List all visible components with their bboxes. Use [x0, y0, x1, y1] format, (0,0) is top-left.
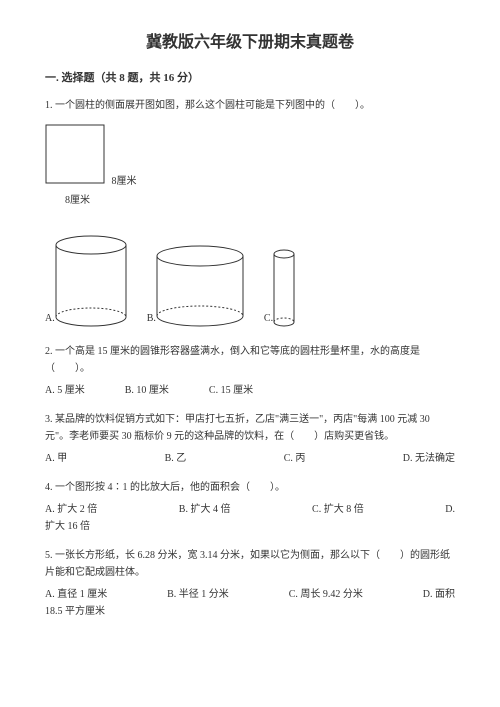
q1-opt-a-label: A.	[45, 311, 55, 327]
q2-options: A. 5 厘米 B. 10 厘米 C. 15 厘米	[45, 383, 455, 399]
question-4: 4. 一个图形按 4∶1 的比放大后，他的面积会（ ）。 A. 扩大 2 倍 B…	[45, 479, 455, 535]
q5-opt-c: C. 周长 9.42 分米	[289, 587, 363, 603]
question-2: 2. 一个高是 15 厘米的圆锥形容器盛满水，倒入和它等底的圆柱形量杯里，水的高…	[45, 343, 455, 399]
page-root: 冀教版六年级下册期末真题卷 一. 选择题（共 8 题，共 16 分） 1. 一个…	[0, 0, 500, 652]
cylinder-c-icon	[273, 249, 295, 327]
q3-text: 3. 某品牌的饮料促销方式如下：甲店打七五折，乙店"满三送一"，丙店"每满 10…	[45, 411, 455, 445]
q1-options-row: A. B. C.	[45, 235, 455, 327]
question-3: 3. 某品牌的饮料促销方式如下：甲店打七五折，乙店"满三送一"，丙店"每满 10…	[45, 411, 455, 467]
q1-text: 1. 一个圆柱的侧面展开图如图，那么这个圆柱可能是下列图中的（ ）。	[45, 97, 455, 114]
q4-opt-c: C. 扩大 8 倍	[312, 502, 364, 518]
q1-opt-c-label: C.	[264, 311, 273, 327]
q3-opt-c: C. 丙	[284, 451, 306, 467]
q5-opt-d-tail: 18.5 平方厘米	[45, 604, 455, 620]
q1-option-a: A.	[45, 235, 127, 327]
square-label-right: 8厘米	[112, 174, 137, 190]
square-icon	[45, 124, 105, 184]
q1-square-figure: 8厘米 8厘米	[45, 124, 455, 209]
q5-options: A. 直径 1 厘米 B. 半径 1 分米 C. 周长 9.42 分米 D. 面…	[45, 587, 455, 603]
q3-opt-d: D. 无法确定	[403, 451, 455, 467]
q4-options: A. 扩大 2 倍 B. 扩大 4 倍 C. 扩大 8 倍 D.	[45, 502, 455, 518]
q4-opt-d-tail: 扩大 16 倍	[45, 519, 455, 535]
q3-options: A. 甲 B. 乙 C. 丙 D. 无法确定	[45, 451, 455, 467]
q2-opt-a: A. 5 厘米	[45, 383, 85, 399]
q4-opt-b: B. 扩大 4 倍	[179, 502, 231, 518]
q4-opt-d: D.	[445, 502, 455, 518]
q2-opt-b: B. 10 厘米	[125, 383, 169, 399]
q3-opt-b: B. 乙	[165, 451, 187, 467]
cylinder-a-icon	[55, 235, 127, 327]
q4-text: 4. 一个图形按 4∶1 的比放大后，他的面积会（ ）。	[45, 479, 455, 496]
q3-opt-a: A. 甲	[45, 451, 67, 467]
q1-option-c: C.	[264, 249, 295, 327]
page-title: 冀教版六年级下册期末真题卷	[45, 30, 455, 56]
square-label-bottom: 8厘米	[65, 193, 455, 209]
q5-text: 5. 一张长方形纸，长 6.28 分米，宽 3.14 分米，如果以它为侧面，那么…	[45, 547, 455, 581]
q5-opt-b: B. 半径 1 分米	[167, 587, 229, 603]
q2-opt-c: C. 15 厘米	[209, 383, 253, 399]
q1-opt-b-label: B.	[147, 311, 156, 327]
q2-text: 2. 一个高是 15 厘米的圆锥形容器盛满水，倒入和它等底的圆柱形量杯里，水的高…	[45, 343, 455, 377]
question-1: 1. 一个圆柱的侧面展开图如图，那么这个圆柱可能是下列图中的（ ）。 8厘米 8…	[45, 97, 455, 327]
cylinder-b-icon	[156, 245, 244, 327]
section-head-1: 一. 选择题（共 8 题，共 16 分）	[45, 70, 455, 88]
q4-opt-a: A. 扩大 2 倍	[45, 502, 97, 518]
q1-option-b: B.	[147, 245, 244, 327]
q5-opt-d: D. 面积	[423, 587, 455, 603]
question-5: 5. 一张长方形纸，长 6.28 分米，宽 3.14 分米，如果以它为侧面，那么…	[45, 547, 455, 620]
q5-opt-a: A. 直径 1 厘米	[45, 587, 107, 603]
